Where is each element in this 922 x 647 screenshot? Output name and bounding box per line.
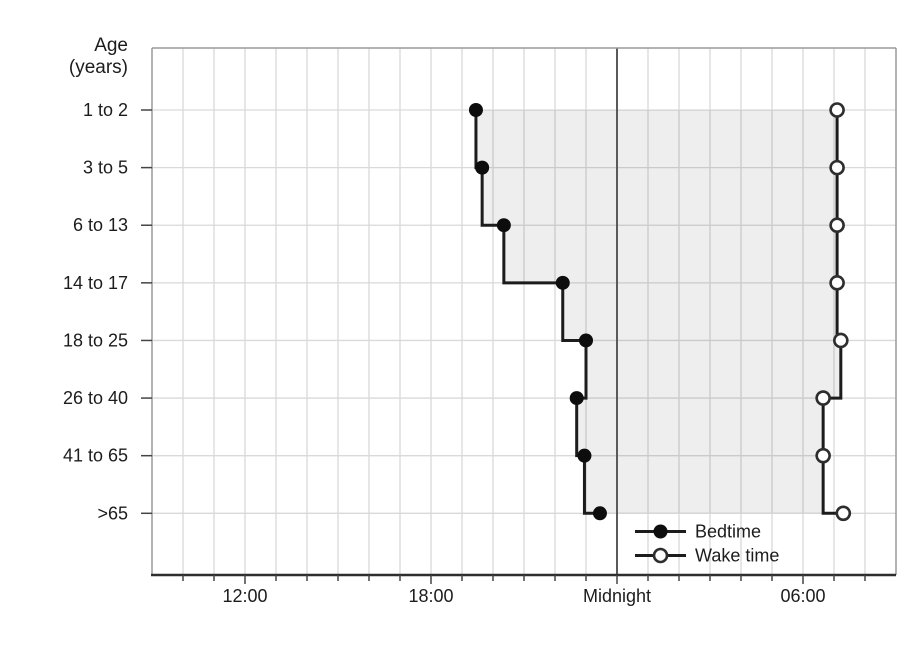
legend-label: Bedtime	[695, 522, 761, 542]
x-tick-label: 06:00	[780, 586, 825, 606]
y-category-label: 18 to 25	[63, 330, 128, 350]
legend-label: Wake time	[695, 546, 779, 566]
y-category-label: 3 to 5	[83, 158, 128, 178]
waketime-marker	[829, 102, 845, 118]
y-axis-title-line2: (years)	[69, 57, 128, 78]
y-category-label: 26 to 40	[63, 388, 128, 408]
y-category-label: 41 to 65	[63, 446, 128, 466]
bedtime-marker	[468, 103, 483, 117]
bedtime-marker	[475, 160, 490, 175]
x-tick-label: 18:00	[408, 586, 453, 606]
waketime-marker	[829, 159, 845, 176]
y-category-label: 14 to 17	[63, 273, 128, 293]
bedtime-marker	[592, 506, 607, 521]
y-category-label: 6 to 13	[73, 215, 128, 235]
bedtime-marker	[577, 448, 592, 463]
waketime-marker	[829, 275, 845, 291]
y-category-label: >65	[97, 503, 128, 523]
waketime-marker	[833, 332, 849, 349]
waketime-marker	[829, 217, 845, 234]
y-axis-title-line1: Age	[94, 35, 128, 56]
bedtime-marker	[496, 218, 511, 233]
legend-open-circle-icon	[652, 547, 669, 564]
x-tick-label: Midnight	[583, 586, 651, 606]
waketime-marker	[835, 505, 852, 522]
legend-filled-circle-icon	[653, 524, 668, 539]
waketime-marker	[815, 390, 831, 406]
sleep-period-shade	[475, 110, 844, 514]
bedtime-marker	[579, 333, 593, 348]
waketime-marker	[815, 447, 831, 464]
y-category-label: 1 to 2	[83, 100, 128, 120]
bedtime-marker	[569, 391, 584, 406]
bedtime-marker	[555, 275, 570, 290]
x-tick-label: 12:00	[222, 586, 267, 606]
